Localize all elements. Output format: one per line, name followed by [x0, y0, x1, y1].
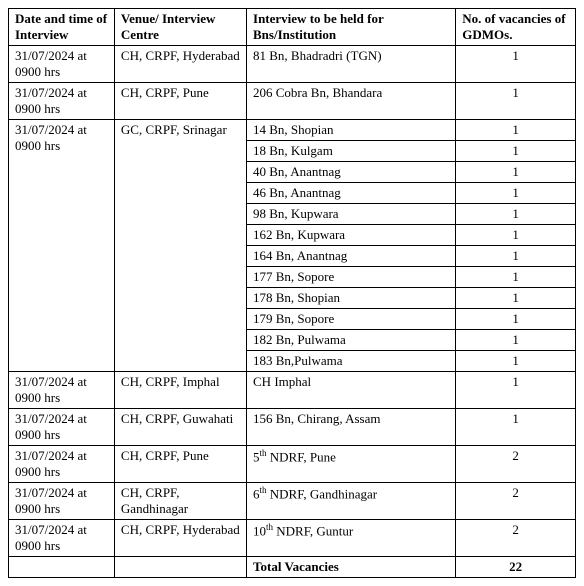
- cell-institution: 10th NDRF, Guntur: [247, 520, 456, 557]
- cell-venue: CH, CRPF, Hyderabad: [114, 46, 246, 83]
- cell-institution: 81 Bn, Bhadradri (TGN): [247, 46, 456, 83]
- cell-vacancy: 2: [456, 446, 576, 483]
- cell-venue: CH, CRPF, Hyderabad: [114, 520, 246, 557]
- cell-institution: CH Imphal: [247, 372, 456, 409]
- cell-institution: 177 Bn, Sopore: [247, 267, 456, 288]
- cell-vacancy: 1: [456, 309, 576, 330]
- cell-vacancy: 1: [456, 204, 576, 225]
- cell-institution: 178 Bn, Shopian: [247, 288, 456, 309]
- cell-institution: 206 Cobra Bn, Bhandara: [247, 83, 456, 120]
- cell-vacancy: 1: [456, 267, 576, 288]
- cell-venue: CH, CRPF, Imphal: [114, 372, 246, 409]
- cell-institution: 40 Bn, Anantnag: [247, 162, 456, 183]
- cell-institution: 18 Bn, Kulgam: [247, 141, 456, 162]
- cell-date: 31/07/2024 at 0900 hrs: [9, 409, 115, 446]
- cell-date: 31/07/2024 at 0900 hrs: [9, 83, 115, 120]
- cell-institution: 183 Bn,Pulwama: [247, 351, 456, 372]
- cell-venue: CH, CRPF, Gandhinagar: [114, 483, 246, 520]
- table-row: 31/07/2024 at 0900 hrs GC, CRPF, Srinaga…: [9, 120, 576, 141]
- cell-institution: 182 Bn, Pulwama: [247, 330, 456, 351]
- cell-institution: 5th NDRF, Pune: [247, 446, 456, 483]
- cell-empty: [114, 557, 246, 578]
- cell-institution: 156 Bn, Chirang, Assam: [247, 409, 456, 446]
- cell-date: 31/07/2024 at 0900 hrs: [9, 120, 115, 372]
- cell-date: 31/07/2024 at 0900 hrs: [9, 483, 115, 520]
- header-date: Date and time of Interview: [9, 9, 115, 46]
- header-row: Date and time of Interview Venue/ Interv…: [9, 9, 576, 46]
- table-row: 31/07/2024 at 0900 hrs CH, CRPF, Imphal …: [9, 372, 576, 409]
- cell-venue: CH, CRPF, Pune: [114, 446, 246, 483]
- cell-vacancy: 1: [456, 183, 576, 204]
- vacancy-table: Date and time of Interview Venue/ Interv…: [8, 8, 576, 578]
- header-vacancies: No. of vacancies of GDMOs.: [456, 9, 576, 46]
- cell-vacancy: 1: [456, 330, 576, 351]
- cell-vacancy: 1: [456, 141, 576, 162]
- total-row: Total Vacancies 22: [9, 557, 576, 578]
- cell-vacancy: 1: [456, 351, 576, 372]
- cell-date: 31/07/2024 at 0900 hrs: [9, 372, 115, 409]
- cell-vacancy: 2: [456, 520, 576, 557]
- table-row: 31/07/2024 at 0900 hrs CH, CRPF, Hyderab…: [9, 520, 576, 557]
- cell-institution: 46 Bn, Anantnag: [247, 183, 456, 204]
- cell-institution: 164 Bn, Anantnag: [247, 246, 456, 267]
- cell-date: 31/07/2024 at 0900 hrs: [9, 446, 115, 483]
- table-row: 31/07/2024 at 0900 hrs CH, CRPF, Pune 5t…: [9, 446, 576, 483]
- table-row: 31/07/2024 at 0900 hrs CH, CRPF, Gandhin…: [9, 483, 576, 520]
- table-row: 31/07/2024 at 0900 hrs CH, CRPF, Guwahat…: [9, 409, 576, 446]
- table-row: 31/07/2024 at 0900 hrs CH, CRPF, Hyderab…: [9, 46, 576, 83]
- cell-institution: 14 Bn, Shopian: [247, 120, 456, 141]
- cell-vacancy: 1: [456, 372, 576, 409]
- header-venue: Venue/ Interview Centre: [114, 9, 246, 46]
- cell-date: 31/07/2024 at 0900 hrs: [9, 46, 115, 83]
- cell-vacancy: 1: [456, 225, 576, 246]
- total-value: 22: [456, 557, 576, 578]
- cell-vacancy: 1: [456, 409, 576, 446]
- cell-vacancy: 1: [456, 120, 576, 141]
- cell-institution: 179 Bn, Sopore: [247, 309, 456, 330]
- header-institution: Interview to be held for Bns/Institution: [247, 9, 456, 46]
- cell-vacancy: 1: [456, 162, 576, 183]
- cell-institution: 162 Bn, Kupwara: [247, 225, 456, 246]
- cell-vacancy: 1: [456, 83, 576, 120]
- cell-venue: CH, CRPF, Guwahati: [114, 409, 246, 446]
- total-label: Total Vacancies: [247, 557, 456, 578]
- cell-vacancy: 1: [456, 246, 576, 267]
- cell-venue: GC, CRPF, Srinagar: [114, 120, 246, 372]
- cell-vacancy: 2: [456, 483, 576, 520]
- cell-institution: 6th NDRF, Gandhinagar: [247, 483, 456, 520]
- table-row: 31/07/2024 at 0900 hrs CH, CRPF, Pune 20…: [9, 83, 576, 120]
- cell-institution: 98 Bn, Kupwara: [247, 204, 456, 225]
- cell-vacancy: 1: [456, 46, 576, 83]
- cell-date: 31/07/2024 at 0900 hrs: [9, 520, 115, 557]
- cell-empty: [9, 557, 115, 578]
- cell-vacancy: 1: [456, 288, 576, 309]
- cell-venue: CH, CRPF, Pune: [114, 83, 246, 120]
